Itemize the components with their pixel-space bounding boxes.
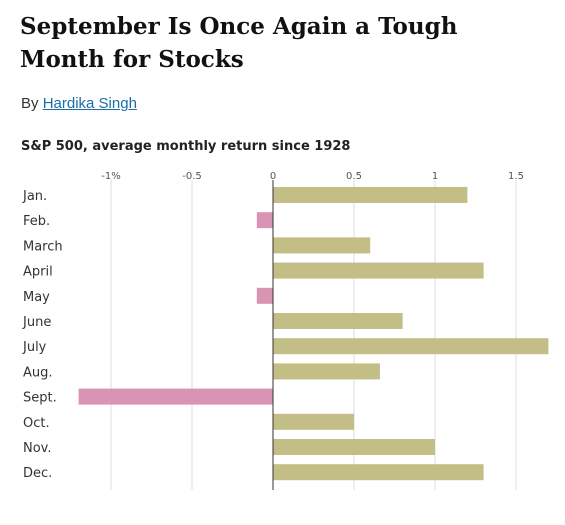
- category-label: Dec.: [23, 466, 52, 481]
- x-tick-label: 1.5: [508, 171, 524, 182]
- bar: [273, 338, 549, 355]
- category-label: Jan.: [22, 189, 47, 204]
- x-tick-label: 1: [432, 171, 438, 182]
- bar: [273, 413, 354, 430]
- bar-chart: -1% -0.5 0 0.5 1 1.5 Jan. Feb. March April May June…: [22, 171, 549, 490]
- bar: [273, 262, 484, 279]
- bar: [273, 313, 403, 329]
- bar: [273, 187, 468, 203]
- category-label: May: [23, 290, 50, 305]
- bar: [273, 464, 484, 481]
- bar: [256, 212, 273, 229]
- x-tick-label: -1%: [101, 171, 120, 182]
- byline-prefix: By: [21, 95, 39, 112]
- category-label: April: [23, 265, 53, 280]
- category-label: Feb.: [23, 214, 50, 229]
- category-label: Sept.: [23, 391, 57, 406]
- category-label: Nov.: [23, 441, 52, 456]
- bar: [273, 363, 380, 380]
- category-label: March: [23, 239, 63, 254]
- bar: [273, 237, 371, 254]
- bar: [78, 388, 273, 405]
- x-tick-label: 0.5: [346, 171, 362, 182]
- bar: [273, 439, 435, 455]
- chart-title: S&P 500, average monthly return since 19…: [21, 139, 351, 154]
- author-link[interactable]: Hardika Singh: [42, 95, 137, 112]
- x-tick-label: 0: [270, 171, 276, 182]
- category-label: Aug.: [23, 365, 53, 380]
- category-label: June: [22, 315, 51, 330]
- byline: By Hardika Singh: [21, 95, 137, 112]
- bar: [256, 287, 273, 304]
- x-tick-label: -0.5: [182, 171, 202, 182]
- category-label: July: [22, 340, 47, 355]
- category-label: Oct.: [23, 416, 50, 431]
- headline: September Is Once Again a Tough Month fo…: [20, 13, 458, 73]
